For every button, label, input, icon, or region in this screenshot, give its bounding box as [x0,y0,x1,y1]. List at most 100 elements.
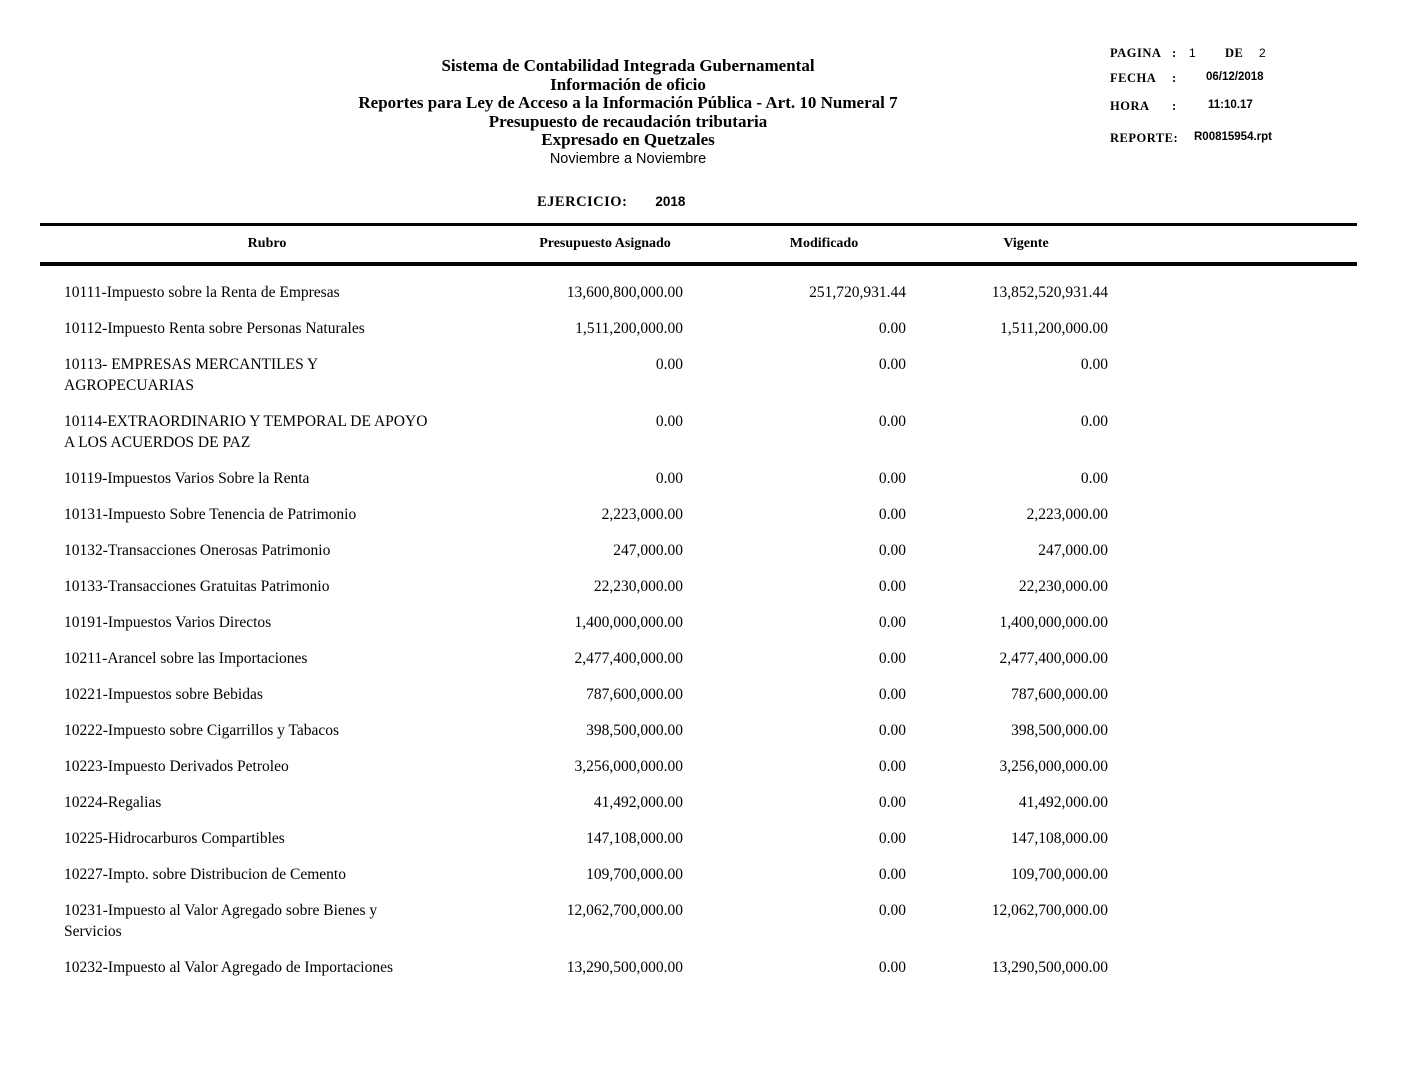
rubro-cell: 10191-Impuestos Varios Directos [64,614,272,631]
fecha-colon: : [1172,71,1177,85]
rubro-cell: 10112-Impuesto Renta sobre Personas Natu… [64,320,365,337]
vigente-cell: 2,223,000.00 [1026,506,1108,523]
modificado-cell: 0.00 [878,722,906,739]
modificado-cell: 0.00 [878,614,906,631]
vigente-cell: 1,511,200,000.00 [1000,320,1108,337]
rubro-cell: 10227-Impto. sobre Distribucion de Cemen… [64,866,346,883]
report-subtitle-info: Información de oficio [550,74,706,94]
modificado-cell: 0.00 [878,470,906,487]
fecha-label: FECHA [1110,71,1157,85]
modificado-cell: 251,720,931.44 [809,284,906,301]
rubro-cell: 10231-Impuesto al Valor Agregado sobre B… [64,902,378,940]
table-row: 10191-Impuestos Varios Directos 1,400,00… [40,612,1357,633]
modificado-cell: 0.00 [878,866,906,883]
modificado-cell: 0.00 [878,686,906,703]
report-meta-block: PAGINA : 1 DE 2 FECHA : 06/12/2018 HORA … [1110,0,1400,170]
rubro-cell: 10224-Regalias [64,794,162,811]
modificado-cell: 0.00 [878,794,906,811]
vigente-cell: 2,477,400,000.00 [999,650,1109,667]
table-row: 10232-Impuesto al Valor Agregado de Impo… [40,957,1357,978]
rubro-cell: 10225-Hidrocarburos Compartibles [64,830,285,847]
rubro-cell: 10222-Impuesto sobre Cigarrillos y Tabac… [64,722,339,739]
table-row: 10211-Arancel sobre las Importaciones 2,… [40,648,1357,669]
ejercicio-label: EJERCICIO: [537,194,628,210]
presupuesto-asignado-cell: 3,256,000,000.00 [574,758,684,775]
modificado-cell: 0.00 [878,506,906,523]
hora-value: 11:10.17 [1208,99,1253,111]
table-row: 10227-Impto. sobre Distribucion de Cemen… [40,864,1357,885]
report-subtitle-currency: Expresado en Quetzales [541,130,715,149]
presupuesto-asignado-cell: 1,511,200,000.00 [575,320,683,337]
table-row: 10221-Impuestos sobre Bebidas 787,600,00… [40,684,1357,705]
report-subtitle-law: Reportes para Ley de Acceso a la Informa… [358,93,898,112]
table-row: 10225-Hidrocarburos Compartibles 147,108… [40,828,1357,849]
pagina-total-value: 2 [1259,46,1266,60]
vigente-cell: 398,500,000.00 [1011,722,1108,739]
table-row: 10111-Impuesto sobre la Renta de Empresa… [40,282,1357,303]
rubro-cell: 10132-Transacciones Onerosas Patrimonio [64,542,331,559]
presupuesto-asignado-cell: 2,223,000.00 [601,506,683,523]
vigente-cell: 3,256,000,000.00 [999,758,1109,775]
pagina-label: PAGINA [1110,46,1162,60]
table-row: 10231-Impuesto al Valor Agregado sobre B… [40,900,1357,942]
reporte-label: REPORTE: [1110,131,1179,145]
pagina-value: 1 [1189,46,1196,60]
rubro-cell: 10131-Impuesto Sobre Tenencia de Patrimo… [64,506,357,523]
report-system-title: Sistema de Contabilidad Integrada Gubern… [441,56,815,75]
report-title-block: Sistema de Contabilidad Integrada Gubern… [208,56,1048,169]
presupuesto-asignado-cell: 398,500,000.00 [586,722,683,739]
presupuesto-asignado-cell: 13,290,500,000.00 [566,959,683,976]
column-header-vigente: Vigente [1003,236,1049,251]
hora-colon: : [1172,99,1177,113]
table-row: 10131-Impuesto Sobre Tenencia de Patrimo… [40,504,1357,525]
presupuesto-asignado-cell: 1,400,000,000.00 [574,614,684,631]
rubro-cell: 10221-Impuestos sobre Bebidas [64,686,263,703]
column-header-modificado: Modificado [789,236,859,251]
report-period: Noviembre a Noviembre [549,150,707,167]
column-header-rubro: Rubro [247,236,287,251]
vigente-cell: 41,492,000.00 [1018,794,1108,811]
table-row: 10222-Impuesto sobre Cigarrillos y Tabac… [40,720,1357,741]
table-body: 10111-Impuesto sobre la Renta de Empresa… [40,282,1357,993]
modificado-cell: 0.00 [878,650,906,667]
table-row: 10119-Impuestos Varios Sobre la Renta 0.… [40,468,1357,489]
ejercicio-line: EJERCICIO: 2018 [537,193,685,211]
vigente-cell: 12,062,700,000.00 [991,902,1108,919]
rubro-cell: 10232-Impuesto al Valor Agregado de Impo… [64,959,394,976]
presupuesto-asignado-cell: 41,492,000.00 [593,794,683,811]
rubro-cell: 10119-Impuestos Varios Sobre la Renta [64,470,310,487]
vigente-cell: 109,700,000.00 [1011,866,1108,883]
hora-label: HORA [1110,99,1150,113]
presupuesto-asignado-cell: 147,108,000.00 [586,830,683,847]
presupuesto-asignado-cell: 787,600,000.00 [586,686,683,703]
presupuesto-asignado-cell: 12,062,700,000.00 [566,902,683,919]
report-subtitle-budget: Presupuesto de recaudación tributaria [488,111,768,131]
table-top-rule [40,223,1357,226]
vigente-cell: 0.00 [1080,470,1108,487]
presupuesto-asignado-cell: 247,000.00 [613,542,683,559]
table-row: 10132-Transacciones Onerosas Patrimonio … [40,540,1357,561]
vigente-cell: 22,230,000.00 [1018,578,1108,595]
vigente-cell: 147,108,000.00 [1011,830,1108,847]
vigente-cell: 0.00 [1080,356,1108,373]
modificado-cell: 0.00 [878,758,906,775]
vigente-cell: 787,600,000.00 [1011,686,1108,703]
rubro-cell: 10114-EXTRAORDINARIO Y TEMPORAL DE APOYO… [64,413,428,451]
modificado-cell: 0.00 [878,356,906,373]
column-header-presupuesto-asignado: Presupuesto Asignado [539,236,671,251]
table-row: 10113- EMPRESAS MERCANTILES Y AGROPECUAR… [40,354,1357,396]
reporte-value: R00815954.rpt [1194,131,1272,143]
vigente-cell: 247,000.00 [1038,542,1108,559]
modificado-cell: 0.00 [878,413,906,430]
modificado-cell: 0.00 [878,902,906,919]
vigente-cell: 1,400,000,000.00 [999,614,1109,631]
modificado-cell: 0.00 [878,578,906,595]
pagina-colon: : [1172,46,1177,60]
rubro-cell: 10113- EMPRESAS MERCANTILES Y AGROPECUAR… [64,356,319,394]
table-row: 10223-Impuesto Derivados Petroleo 3,256,… [40,756,1357,777]
fecha-value: 06/12/2018 [1206,71,1264,83]
presupuesto-asignado-cell: 0.00 [655,470,683,487]
presupuesto-asignado-cell: 0.00 [655,356,683,373]
ejercicio-value: 2018 [655,194,686,209]
